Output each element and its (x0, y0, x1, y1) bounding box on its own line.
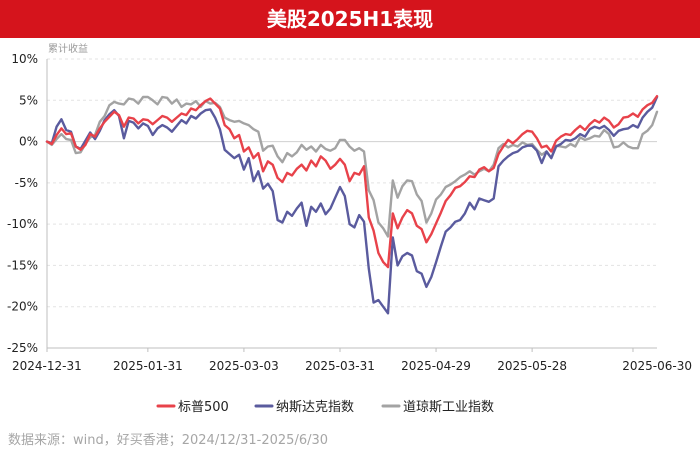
x-tick-label: 2025-01-31 (113, 359, 183, 373)
legend-label-dow: 道琼斯工业指数 (403, 400, 494, 415)
legend-label-sp500: 标普500 (178, 400, 229, 415)
x-tick-label: 2025-03-31 (305, 359, 375, 373)
legend-label-nasdaq: 纳斯达克指数 (276, 400, 354, 415)
y-tick-label: -25% (7, 341, 38, 355)
y-tick-label: -5% (15, 176, 38, 190)
y-tick-label: 5% (19, 93, 38, 107)
y-tick-label: -10% (7, 217, 38, 231)
y-unit-label: 累计收益 (48, 42, 88, 55)
series-line-nasdaq (45, 95, 659, 315)
series-lines (45, 95, 659, 315)
legend: 标普500 纳斯达克指数 道琼斯工业指数 (156, 400, 494, 415)
data-source-note: 数据来源：wind，好买香港；2024/12/31-2025/6/30 (8, 433, 329, 448)
series-line-sp500 (45, 95, 659, 269)
line-chart: 10% 5% 0% -5% -10% -15% -20% -25% 累计收益 2024-12-31… (7, 42, 692, 415)
x-tick-label: 2025-04-29 (401, 359, 471, 373)
y-tick-label: -20% (7, 300, 38, 314)
series-line-dow (45, 95, 659, 238)
x-tick-label: 2025-05-28 (497, 359, 567, 373)
y-tick-label: 10% (11, 52, 38, 66)
x-tick-label: 2025-03-03 (209, 359, 279, 373)
x-tick-label: 2024-12-31 (12, 359, 82, 373)
x-tick-label: 2025-06-30 (622, 359, 692, 373)
chart-title: 美股2025H1表现 (0, 0, 700, 38)
axes: 10% 5% 0% -5% -10% -15% -20% -25% 累计收益 2024-12-31… (7, 42, 692, 373)
y-tick-label: -15% (7, 258, 38, 272)
y-tick-label: 0% (19, 135, 38, 149)
